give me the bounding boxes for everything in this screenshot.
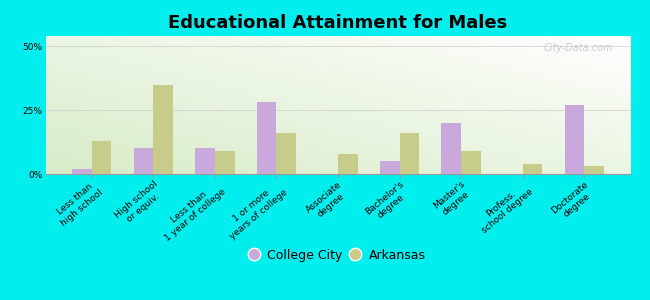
Legend: College City, Arkansas: College City, Arkansas bbox=[246, 244, 430, 267]
Bar bbox=[153, 85, 173, 174]
Bar bbox=[441, 123, 461, 174]
Bar bbox=[276, 133, 296, 174]
Bar bbox=[195, 148, 215, 174]
Bar bbox=[564, 105, 584, 174]
Bar bbox=[380, 161, 400, 174]
Bar bbox=[215, 151, 235, 174]
Bar bbox=[523, 164, 542, 174]
Text: City-Data.com: City-Data.com bbox=[543, 43, 613, 53]
Bar bbox=[257, 102, 276, 174]
Bar bbox=[72, 169, 92, 174]
Title: Educational Attainment for Males: Educational Attainment for Males bbox=[168, 14, 508, 32]
Bar bbox=[338, 154, 358, 174]
Bar bbox=[134, 148, 153, 174]
Bar bbox=[400, 133, 419, 174]
Bar bbox=[92, 141, 112, 174]
Bar bbox=[461, 151, 481, 174]
Bar bbox=[584, 166, 604, 174]
